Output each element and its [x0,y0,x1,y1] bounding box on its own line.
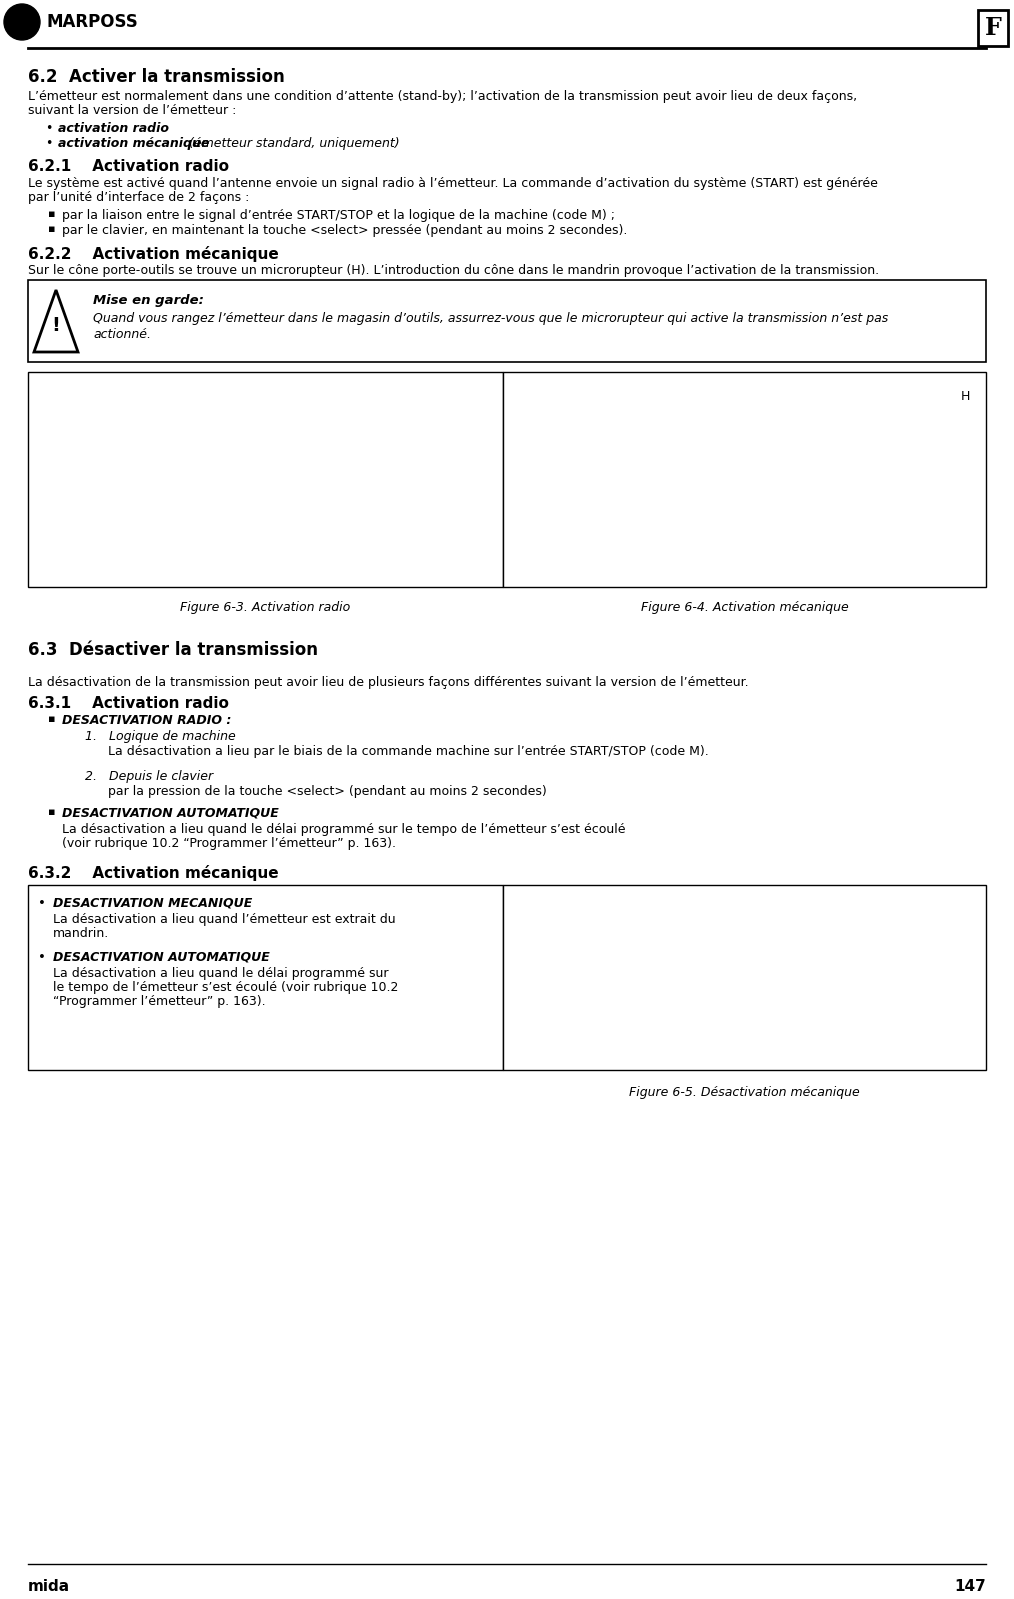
Text: 6.3  Désactiver la transmission: 6.3 Désactiver la transmission [28,641,318,659]
FancyBboxPatch shape [28,884,503,1070]
Text: La désactivation a lieu quand le délai programmé sur le tempo de l’émetteur s’es: La désactivation a lieu quand le délai p… [62,823,626,836]
FancyBboxPatch shape [503,373,986,587]
Text: 147: 147 [954,1578,986,1594]
Text: Figure 6-3. Activation radio: Figure 6-3. Activation radio [180,601,351,614]
Text: (voir rubrique 10.2 “Programmer l’émetteur” p. 163).: (voir rubrique 10.2 “Programmer l’émette… [62,836,396,851]
Text: La désactivation a lieu par le biais de la commande machine sur l’entrée START/S: La désactivation a lieu par le biais de … [108,745,709,758]
Text: H: H [961,390,970,403]
Text: 2.   Depuis le clavier: 2. Depuis le clavier [85,771,213,784]
Text: DESACTIVATION MECANIQUE: DESACTIVATION MECANIQUE [53,897,252,910]
Text: 6.2.2    Activation mécanique: 6.2.2 Activation mécanique [28,246,279,262]
Circle shape [13,13,31,30]
Text: activation mécanique: activation mécanique [58,138,209,150]
Text: par la liaison entre le signal d’entrée START/STOP et la logique de la machine (: par la liaison entre le signal d’entrée … [62,209,615,222]
Text: •: • [45,138,53,150]
Text: DESACTIVATION RADIO :: DESACTIVATION RADIO : [62,715,231,728]
Text: le tempo de l’émetteur s’est écoulé (voir rubrique 10.2: le tempo de l’émetteur s’est écoulé (voi… [53,982,399,995]
Text: (émetteur standard, uniquement): (émetteur standard, uniquement) [185,138,400,150]
Text: Quand vous rangez l’émetteur dans le magasin d’outils, assurrez-vous que le micr: Quand vous rangez l’émetteur dans le mag… [93,312,888,325]
Text: F: F [985,16,1002,40]
Text: suivant la version de l’émetteur :: suivant la version de l’émetteur : [28,104,236,117]
Text: 6.2  Activer la transmission: 6.2 Activer la transmission [28,69,285,86]
Text: •: • [38,951,46,964]
Text: ▪: ▪ [48,715,56,724]
Text: Figure 6-5. Désactivation mécanique: Figure 6-5. Désactivation mécanique [629,1086,860,1099]
Text: !: ! [52,317,61,336]
FancyBboxPatch shape [28,280,986,361]
Text: mida: mida [28,1578,70,1594]
Text: MARPOSS: MARPOSS [47,13,139,30]
Text: Le système est activé quand l’antenne envoie un signal radio à l’émetteur. La co: Le système est activé quand l’antenne en… [28,177,878,190]
Text: Mise en garde:: Mise en garde: [93,294,204,307]
Text: ▪: ▪ [48,807,56,817]
FancyBboxPatch shape [977,10,1008,46]
Text: 6.3.1    Activation radio: 6.3.1 Activation radio [28,696,229,712]
Text: L’émetteur est normalement dans une condition d’attente (stand-by); l’activation: L’émetteur est normalement dans une cond… [28,90,857,102]
Text: La désactivation a lieu quand l’émetteur est extrait du: La désactivation a lieu quand l’émetteur… [53,913,395,926]
FancyBboxPatch shape [28,373,503,587]
Circle shape [9,10,35,35]
Text: par le clavier, en maintenant la touche <select> pressée (pendant au moins 2 sec: par le clavier, en maintenant la touche … [62,224,628,237]
FancyBboxPatch shape [503,884,986,1070]
Text: La désactivation a lieu quand le délai programmé sur: La désactivation a lieu quand le délai p… [53,967,388,980]
Text: DESACTIVATION AUTOMATIQUE: DESACTIVATION AUTOMATIQUE [62,807,279,820]
Text: ▪: ▪ [48,224,56,233]
Text: “Programmer l’émetteur” p. 163).: “Programmer l’émetteur” p. 163). [53,995,266,1007]
Text: M: M [18,18,26,27]
Text: 1.   Logique de machine: 1. Logique de machine [85,731,235,744]
Text: Figure 6-4. Activation mécanique: Figure 6-4. Activation mécanique [641,601,849,614]
Text: ▪: ▪ [48,209,56,219]
Text: activation radio: activation radio [58,122,169,134]
Text: par la pression de la touche <select> (pendant au moins 2 secondes): par la pression de la touche <select> (p… [108,785,547,798]
Text: •: • [38,897,46,910]
Text: 6.2.1    Activation radio: 6.2.1 Activation radio [28,158,229,174]
Text: •: • [45,122,53,134]
Text: mandrin.: mandrin. [53,927,110,940]
Circle shape [4,5,40,40]
Text: 6.3.2    Activation mécanique: 6.3.2 Activation mécanique [28,865,279,881]
Text: La désactivation de la transmission peut avoir lieu de plusieurs façons différen: La désactivation de la transmission peut… [28,676,748,689]
Text: DESACTIVATION AUTOMATIQUE: DESACTIVATION AUTOMATIQUE [53,951,270,964]
Text: actionné.: actionné. [93,328,151,341]
Text: par l’unité d’interface de 2 façons :: par l’unité d’interface de 2 façons : [28,190,249,205]
Text: Sur le cône porte-outils se trouve un microrupteur (H). L’introduction du cône d: Sur le cône porte-outils se trouve un mi… [28,264,879,277]
